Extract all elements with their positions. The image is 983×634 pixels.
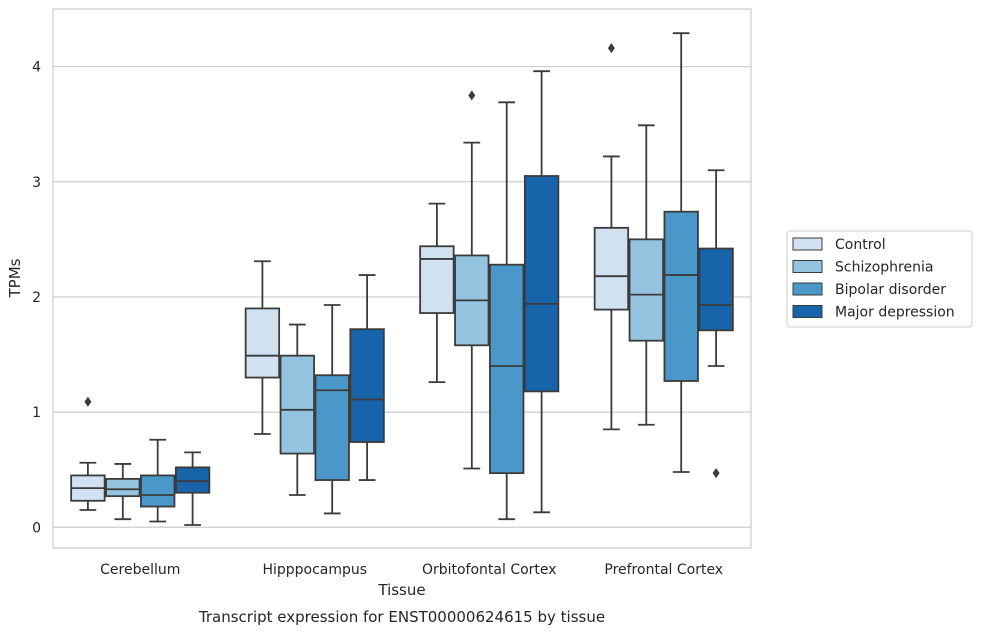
box-body bbox=[698, 247, 734, 332]
y-tick-label: 4 bbox=[32, 60, 41, 76]
legend-label: Schizophrenia bbox=[835, 260, 933, 276]
box-0-1 bbox=[244, 260, 281, 435]
legend-swatch bbox=[792, 237, 823, 251]
legend-label: Control bbox=[835, 237, 886, 253]
x-tick-label: Orbitofontal Cortex bbox=[422, 562, 557, 578]
x-tick-label: Hipppocampus bbox=[262, 562, 367, 578]
box-0-0 bbox=[70, 396, 106, 511]
outlier-point bbox=[84, 396, 92, 407]
box-3-3 bbox=[698, 169, 734, 479]
box-body bbox=[523, 175, 560, 393]
box-body bbox=[140, 474, 176, 508]
legend-label: Major depression bbox=[835, 305, 955, 321]
outlier-point bbox=[468, 90, 476, 101]
box-body bbox=[489, 263, 525, 475]
box-body bbox=[279, 354, 315, 455]
box-body bbox=[419, 245, 455, 314]
box-1-1 bbox=[279, 323, 315, 496]
box-1-3 bbox=[628, 124, 664, 426]
y-tick-label: 0 bbox=[32, 520, 41, 536]
x-tick-label: Prefrontal Cortex bbox=[604, 562, 723, 578]
chart-caption: Transcript expression for ENST0000062461… bbox=[198, 608, 605, 626]
x-tick-labels: Cerebellum Hipppocampus Orbitofontal Corte… bbox=[100, 562, 723, 578]
box-body bbox=[105, 477, 141, 498]
box-body bbox=[593, 226, 630, 311]
box-1-2 bbox=[454, 90, 490, 470]
box-body bbox=[663, 210, 699, 382]
box-body bbox=[628, 238, 664, 342]
box-body bbox=[314, 374, 350, 481]
y-tick-labels: 0 1 2 3 4 bbox=[32, 60, 41, 537]
legend-swatch bbox=[792, 260, 823, 273]
x-tick-label: Cerebellum bbox=[100, 562, 180, 578]
y-axis-label: TPMs bbox=[6, 258, 24, 298]
legend-frame bbox=[786, 230, 973, 328]
plot-frame bbox=[52, 8, 752, 549]
outlier-point bbox=[607, 43, 615, 54]
box-2-1 bbox=[314, 304, 350, 515]
box-3-0 bbox=[174, 451, 211, 526]
box-body bbox=[174, 466, 211, 494]
x-axis-label: Tissue bbox=[377, 581, 425, 599]
legend: Control Schizophrenia Bipolar disorder Majo… bbox=[786, 230, 973, 328]
legend-swatch bbox=[792, 305, 823, 318]
y-tick-label: 2 bbox=[32, 290, 41, 306]
box-groups bbox=[70, 32, 734, 526]
y-tick-label: 1 bbox=[32, 405, 41, 421]
box-2-0 bbox=[140, 438, 176, 523]
legend-label: Bipolar disorder bbox=[835, 282, 946, 298]
box-body bbox=[244, 307, 281, 379]
box-0-3 bbox=[593, 43, 630, 431]
box-3-2 bbox=[523, 70, 560, 514]
box-body bbox=[349, 328, 385, 443]
box-1-0 bbox=[105, 463, 141, 521]
outlier-point bbox=[712, 468, 720, 479]
box-2-3 bbox=[663, 32, 699, 473]
box-3-1 bbox=[349, 274, 385, 481]
box-0-2 bbox=[419, 202, 455, 384]
box-2-2 bbox=[489, 101, 525, 521]
y-tick-label: 3 bbox=[32, 175, 41, 191]
legend-swatch bbox=[792, 282, 823, 296]
